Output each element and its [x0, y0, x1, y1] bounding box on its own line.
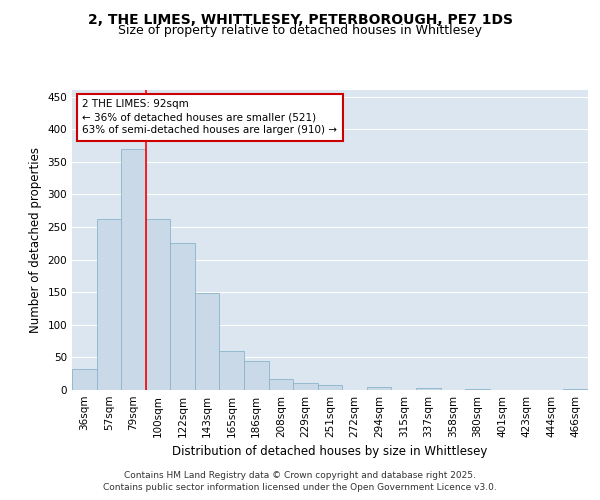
Bar	[72, 369, 97, 390]
Bar	[97, 219, 121, 390]
Bar	[563, 388, 588, 390]
Bar	[244, 360, 269, 390]
Bar	[121, 148, 146, 390]
Text: 2 THE LIMES: 92sqm
← 36% of detached houses are smaller (521)
63% of semi-detach: 2 THE LIMES: 92sqm ← 36% of detached hou…	[82, 99, 337, 136]
Text: Contains HM Land Registry data © Crown copyright and database right 2025.
Contai: Contains HM Land Registry data © Crown c…	[103, 471, 497, 492]
Bar	[170, 242, 195, 390]
X-axis label: Distribution of detached houses by size in Whittlesey: Distribution of detached houses by size …	[172, 446, 488, 458]
Bar	[318, 385, 342, 390]
Text: Size of property relative to detached houses in Whittlesey: Size of property relative to detached ho…	[118, 24, 482, 37]
Y-axis label: Number of detached properties: Number of detached properties	[29, 147, 42, 333]
Bar	[293, 384, 318, 390]
Bar	[416, 388, 440, 390]
Bar	[146, 219, 170, 390]
Text: 2, THE LIMES, WHITTLESEY, PETERBOROUGH, PE7 1DS: 2, THE LIMES, WHITTLESEY, PETERBOROUGH, …	[88, 12, 512, 26]
Bar	[220, 351, 244, 390]
Bar	[269, 379, 293, 390]
Bar	[367, 386, 391, 390]
Bar	[195, 294, 220, 390]
